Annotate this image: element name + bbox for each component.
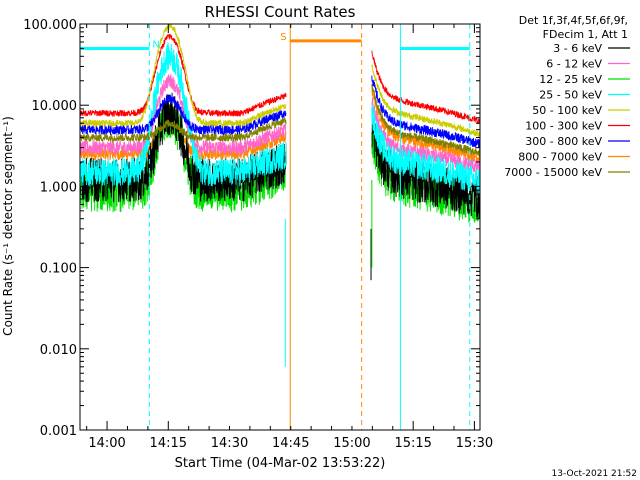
plot-frame	[79, 23, 481, 431]
series-line-6-part-0	[80, 94, 287, 136]
series-lines	[80, 24, 480, 367]
series-line-6-part-1	[371, 75, 480, 149]
legend-label-1: 6 - 12 keV	[546, 58, 602, 71]
x-tick-label-0: 14:00	[88, 436, 125, 451]
x-tick-label-4: 15:00	[333, 436, 370, 451]
annotation-label-1: S	[280, 32, 286, 43]
legend-label-8: 7000 - 15000 keV	[504, 166, 602, 179]
axes	[79, 23, 481, 431]
legend-label-5: 100 - 300 keV	[525, 120, 602, 133]
y-tick-label-4: 10.000	[32, 99, 78, 114]
series-line-5-part-1	[371, 50, 480, 125]
chart-title: RHESSI Count Rates	[205, 3, 356, 21]
y-axis-label: Count Rate (s⁻¹ detector segment⁻¹)	[1, 116, 15, 336]
timestamp: 13-Oct-2021 21:52	[552, 469, 637, 479]
annotation-lines: NS	[79, 24, 471, 430]
legend-label-7: 800 - 7000 keV	[518, 151, 602, 164]
legend-header-0: Det 1f,3f,4f,5f,6f,9f,	[519, 14, 628, 27]
y-tick-label-5: 100.000	[23, 18, 77, 33]
legend-label-3: 25 - 50 keV	[539, 89, 602, 102]
series-line-3-part-0	[80, 41, 287, 187]
series-line-4-part-1	[371, 64, 480, 138]
x-tick-label-6: 15:30	[456, 436, 493, 451]
x-tick-label-3: 14:45	[272, 436, 309, 451]
legend: Det 1f,3f,4f,5f,6f,9f,FDecim 1, Att 13 -…	[504, 14, 630, 179]
x-tick-label-2: 14:30	[211, 436, 248, 451]
x-tick-label-5: 15:15	[394, 436, 431, 451]
series-line-4-part-0	[80, 24, 287, 128]
legend-label-2: 12 - 25 keV	[539, 73, 602, 86]
y-tick-label-3: 1.000	[40, 180, 77, 195]
annotation-label-0: N	[152, 39, 159, 50]
y-tick-label-2: 0.100	[40, 262, 77, 277]
x-tick-label-1: 14:15	[150, 436, 187, 451]
legend-label-6: 300 - 800 keV	[525, 135, 602, 148]
legend-header-1: FDecim 1, Att 1	[543, 28, 628, 41]
series-line-3-part-1	[371, 103, 480, 194]
legend-label-0: 3 - 6 keV	[553, 42, 602, 55]
series-line-5-part-0	[80, 33, 287, 118]
series-line-8-part-0	[80, 116, 287, 144]
series-line-1-part-0	[80, 74, 287, 156]
x-axis-label: Start Time (04-Mar-02 13:53:22)	[175, 456, 386, 471]
legend-label-4: 50 - 100 keV	[532, 104, 602, 117]
y-tick-label-0: 0.001	[40, 424, 77, 439]
series-line-8-part-1	[371, 83, 480, 158]
y-tick-label-1: 0.010	[40, 343, 77, 358]
tick-labels: 0.001 0.010 0.100 1.000 10.000 100.000 14:00 14…	[23, 18, 493, 451]
